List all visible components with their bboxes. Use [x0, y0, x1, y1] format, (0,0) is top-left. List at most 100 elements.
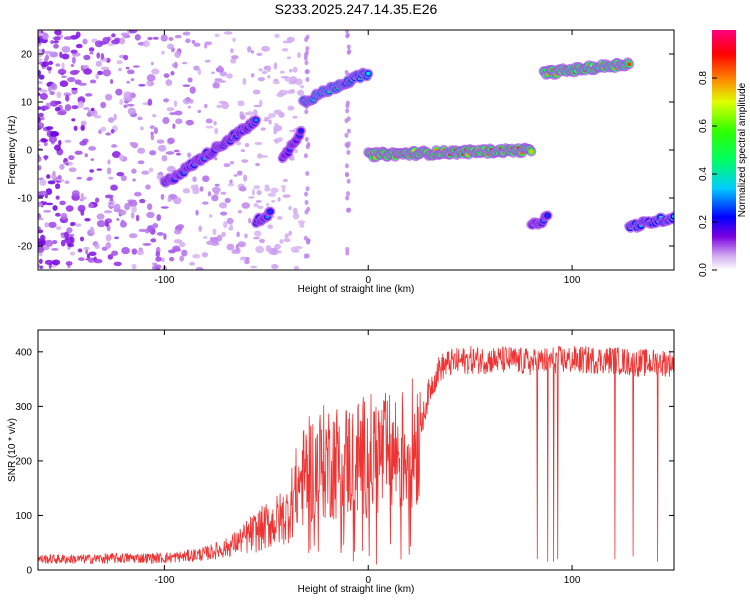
noise-speck [252, 89, 261, 95]
noise-speck [51, 259, 61, 266]
noise-speck [263, 118, 270, 122]
noise-speck [174, 50, 181, 59]
noise-speck [119, 99, 124, 106]
stripe-speck [346, 116, 351, 122]
noise-speck [294, 149, 299, 154]
noise-speck [61, 53, 70, 60]
noise-speck [104, 210, 110, 214]
noise-speck [197, 267, 202, 270]
noise-speck [182, 31, 191, 36]
noise-speck [71, 87, 78, 91]
noise-speck [49, 91, 55, 96]
colorbar-gradient [712, 30, 736, 270]
noise-speck [232, 37, 237, 42]
spectrogram-xtick-label: -100 [154, 275, 174, 286]
noise-speck [226, 243, 235, 251]
noise-speck [110, 129, 115, 134]
noise-speck [95, 73, 99, 80]
noise-speck [150, 61, 154, 66]
noise-speck [68, 155, 75, 161]
noise-speck [55, 183, 61, 190]
noise-speck [45, 202, 54, 206]
noise-speck [208, 214, 213, 218]
noise-speck [40, 234, 45, 241]
noise-speck [38, 251, 43, 257]
noise-speck [61, 45, 71, 53]
colorbar-tick-label: 0.4 [698, 167, 709, 181]
noise-speck [38, 81, 43, 85]
stripe-speck [346, 149, 351, 155]
noise-speck [182, 84, 191, 88]
noise-speck [88, 203, 95, 209]
noise-speck [150, 238, 157, 243]
noise-speck [46, 174, 51, 179]
noise-speck [185, 96, 191, 103]
noise-speck [264, 186, 271, 192]
noise-speck [123, 54, 129, 61]
noise-speck [49, 130, 59, 137]
noise-speck [286, 89, 296, 94]
noise-speck [181, 249, 188, 257]
noise-speck [94, 243, 100, 249]
noise-speck [70, 49, 78, 54]
noise-speck [58, 179, 65, 182]
noise-speck [224, 197, 231, 204]
noise-speck [42, 139, 49, 142]
noise-speck [79, 198, 84, 202]
stripe-speck [303, 153, 308, 159]
stripe-speck [345, 108, 350, 114]
stripe-speck [304, 60, 309, 66]
noise-speck [95, 197, 100, 203]
stripe-speck [345, 195, 350, 201]
noise-speck [193, 42, 201, 47]
spectrogram-ylabel: Frequency (Hz) [7, 116, 18, 185]
noise-speck [214, 33, 220, 38]
noise-speck [114, 236, 119, 240]
noise-speck [132, 65, 140, 68]
noise-speck [202, 175, 210, 183]
noise-speck [172, 245, 181, 252]
noise-speck [89, 226, 95, 235]
noise-speck [245, 258, 250, 262]
noise-speck [219, 80, 226, 83]
noise-speck [223, 221, 228, 229]
noise-speck [102, 36, 110, 45]
noise-speck [47, 180, 56, 185]
noise-speck [267, 75, 271, 79]
colorbar-tick-label: 0.6 [698, 119, 709, 133]
noise-speck [71, 190, 80, 198]
feature-core [268, 209, 273, 214]
noise-speck [39, 265, 44, 270]
stripe-speck [305, 46, 310, 52]
noise-speck [297, 220, 306, 224]
noise-speck [197, 68, 202, 75]
noise-speck [59, 80, 69, 88]
noise-speck [126, 80, 131, 84]
noise-speck [126, 103, 135, 107]
noise-speck [255, 245, 265, 254]
noise-speck [247, 46, 252, 53]
noise-speck [283, 238, 291, 243]
noise-speck [243, 174, 248, 182]
noise-speck [85, 249, 89, 255]
noise-speck [199, 186, 204, 192]
noise-speck [120, 32, 130, 37]
noise-speck [219, 211, 228, 216]
noise-speck [51, 248, 59, 251]
noise-speck [85, 93, 93, 97]
stripe-speck [344, 30, 349, 34]
noise-speck [132, 178, 136, 182]
colorbar-tick-label: 0.0 [698, 263, 709, 277]
noise-speck [50, 83, 56, 89]
noise-speck [265, 245, 272, 252]
noise-speck [75, 223, 82, 227]
noise-speck [107, 254, 114, 260]
noise-speck [149, 82, 155, 86]
noise-speck [100, 66, 110, 71]
noise-speck [212, 228, 217, 236]
noise-speck [161, 257, 165, 263]
noise-speck [286, 56, 292, 60]
noise-speck [257, 77, 265, 82]
